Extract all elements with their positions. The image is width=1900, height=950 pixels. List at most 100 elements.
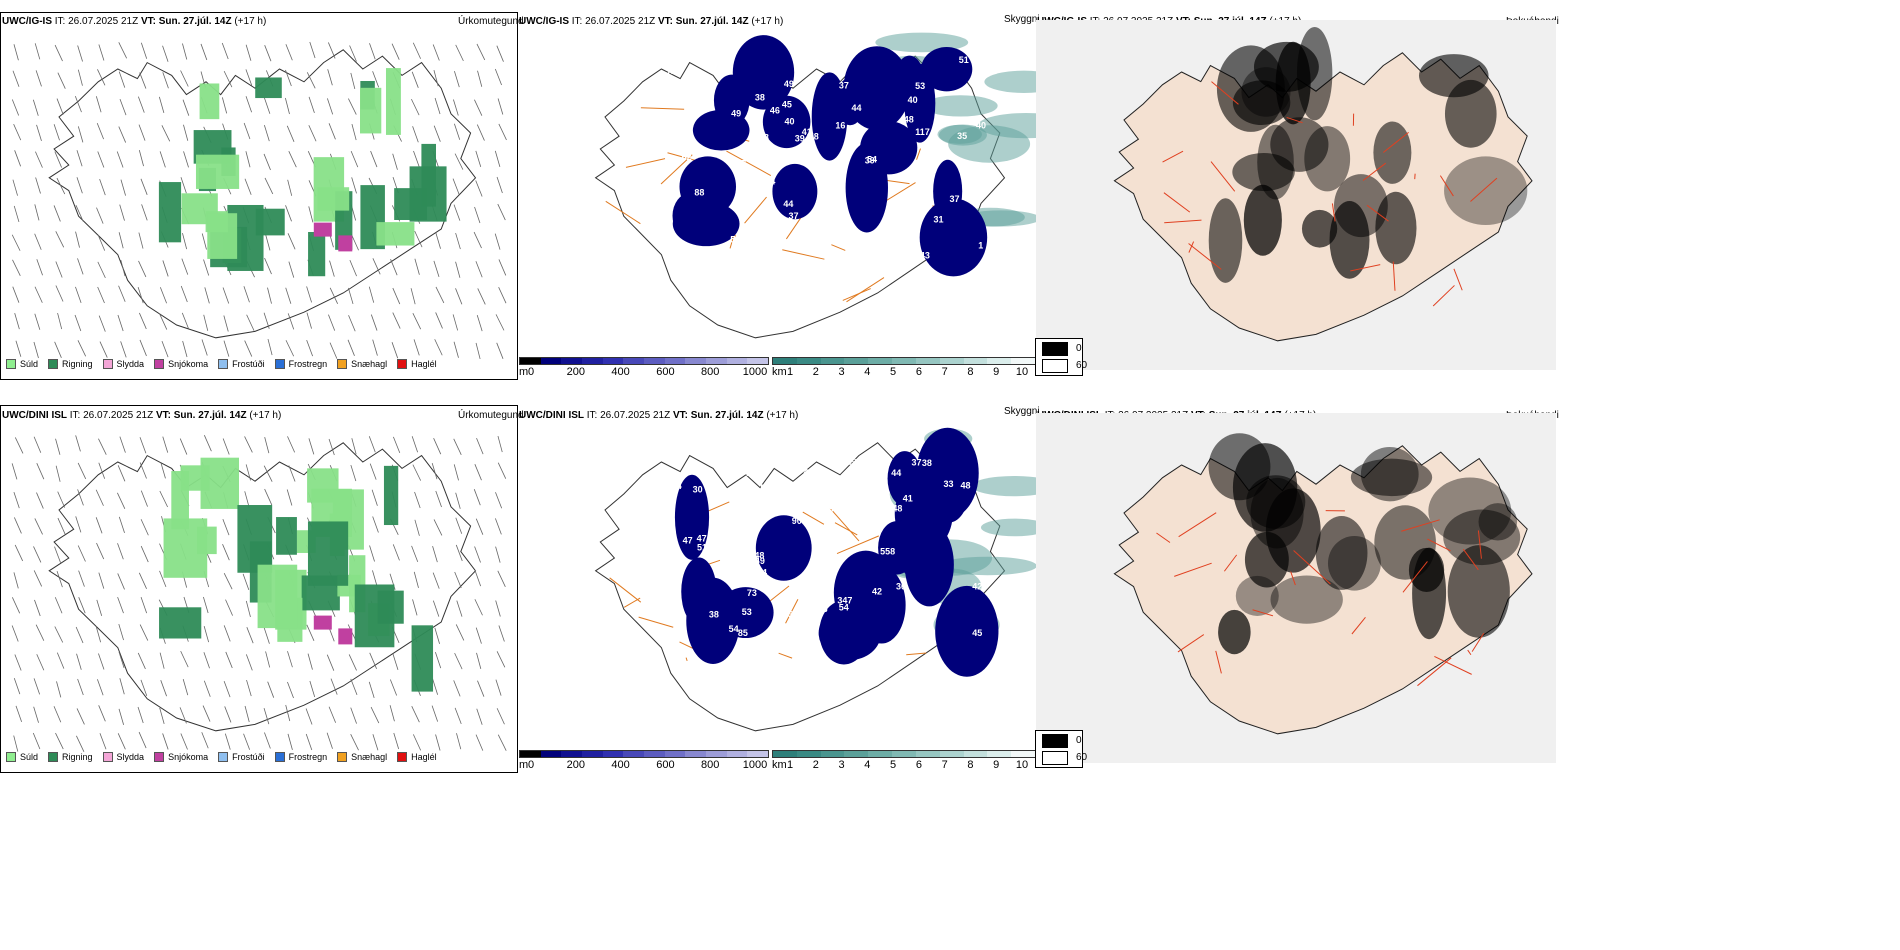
cloud-area bbox=[1444, 79, 1497, 148]
visibility-label: 40 bbox=[651, 560, 661, 570]
road bbox=[729, 219, 739, 249]
cloud-area bbox=[1443, 509, 1521, 566]
colorbar-cell bbox=[987, 751, 1012, 757]
colorbar-unit: m bbox=[519, 759, 529, 771]
colorbar-tick: 8 bbox=[967, 759, 974, 771]
visibility-label: 44 bbox=[891, 468, 901, 478]
visibility-label: 53 bbox=[915, 81, 925, 91]
road bbox=[1178, 512, 1217, 538]
colorbar-cell bbox=[868, 751, 893, 757]
precip-legend-item: Haglél bbox=[397, 752, 437, 762]
cloud-area bbox=[1374, 505, 1436, 580]
road bbox=[685, 657, 688, 661]
iceland-outline bbox=[1113, 52, 1533, 342]
iceland-outline bbox=[594, 442, 1006, 732]
low-visibility-area bbox=[672, 193, 708, 239]
low-visibility-area bbox=[681, 557, 717, 626]
legend-swatch bbox=[102, 359, 113, 369]
road bbox=[660, 154, 693, 185]
road bbox=[623, 597, 641, 608]
legend-swatch bbox=[397, 359, 408, 369]
low-visibility-area bbox=[843, 46, 911, 131]
low-visibility-area bbox=[857, 566, 906, 644]
road bbox=[697, 211, 715, 245]
road bbox=[846, 575, 869, 603]
precip-legend-item: Frostregn bbox=[274, 752, 327, 762]
fog-area bbox=[937, 124, 983, 144]
visibility-label: 49 bbox=[847, 457, 857, 467]
visibility-label: 43 bbox=[920, 250, 930, 260]
road bbox=[1164, 219, 1202, 224]
road bbox=[1439, 175, 1454, 197]
visibility-label: 40 bbox=[976, 121, 986, 131]
iceland-outline bbox=[594, 49, 1006, 339]
visibility-label: 40 bbox=[908, 95, 918, 105]
row1-fog-it-label: IT: bbox=[1089, 16, 1101, 27]
colorbar-tick: 200 bbox=[566, 759, 585, 771]
row1-cloud-key-dark bbox=[1042, 342, 1068, 356]
cloud-area bbox=[1232, 443, 1298, 532]
colorbar-cell bbox=[987, 358, 1012, 364]
road bbox=[609, 577, 642, 603]
colorbar-cell bbox=[602, 358, 624, 364]
fog-area bbox=[971, 475, 1057, 497]
row1-lead: (+17 h) bbox=[234, 16, 267, 27]
visibility-label: 44 bbox=[783, 199, 793, 209]
row2-vt-label: VT: bbox=[155, 410, 171, 421]
fog-area bbox=[869, 55, 956, 91]
low-visibility-area bbox=[935, 585, 999, 677]
row1-it-value: 26.07.2025 21Z bbox=[68, 16, 139, 27]
low-visibility-area bbox=[811, 72, 848, 161]
visibility-label: 21 bbox=[697, 251, 707, 261]
legend-label: Snjókoma bbox=[168, 359, 209, 369]
road bbox=[1366, 204, 1389, 222]
row1-vis-lead: (+17 h) bbox=[751, 16, 784, 27]
colorbar-cell bbox=[773, 751, 797, 757]
row1-vis-it-value: 26.07.2025 21Z bbox=[585, 16, 656, 27]
row1-vis-it-label: IT: bbox=[571, 16, 583, 27]
precip-legend-item: Snjókoma bbox=[154, 752, 208, 762]
colorbar-cell bbox=[644, 358, 665, 364]
colorbar-cell bbox=[820, 358, 845, 364]
colorbar-cell bbox=[1011, 358, 1035, 364]
visibility-label: 46 bbox=[770, 105, 780, 115]
low-visibility-area bbox=[679, 156, 737, 217]
row2-precip-legend: Súld Rigning Slydda Snjókoma Frostúði Frostre… bbox=[6, 752, 447, 762]
row2-fog-vt-value: Sun. 27.júl. 14Z bbox=[1208, 410, 1282, 421]
visibility-label: 85 bbox=[738, 628, 748, 638]
visibility-label: 34 bbox=[824, 490, 834, 500]
legend-swatch bbox=[6, 752, 16, 762]
cloud-area bbox=[1257, 124, 1294, 200]
low-visibility-area bbox=[860, 121, 918, 175]
low-visibility-area bbox=[819, 600, 869, 665]
road bbox=[1470, 177, 1498, 202]
cloud-area bbox=[1250, 477, 1304, 549]
cloud-area bbox=[1270, 117, 1329, 172]
colorbar-tick: 1 bbox=[786, 366, 794, 378]
row2-vis-it-label: IT: bbox=[586, 410, 598, 421]
visibility-label: 51 bbox=[697, 543, 707, 553]
row1-fog-vt-label: VT: bbox=[1175, 16, 1191, 27]
colorbar-tick: 3 bbox=[838, 366, 845, 378]
road bbox=[802, 511, 825, 525]
row2-fog-vt-label: VT: bbox=[1190, 410, 1206, 421]
legend-label: Snjókoma bbox=[168, 752, 209, 762]
row1-precip-legend: Súld Rigning Slydda Snjókoma Frostúði Frostre… bbox=[6, 359, 447, 369]
cloud-area bbox=[1350, 458, 1433, 497]
legend-swatch bbox=[397, 752, 408, 762]
low-visibility-area bbox=[933, 159, 963, 223]
road bbox=[1162, 150, 1184, 163]
low-visibility-area bbox=[672, 201, 740, 247]
low-visibility-area bbox=[894, 476, 953, 552]
road bbox=[1417, 657, 1452, 687]
cloud-area bbox=[1246, 475, 1306, 529]
row2-vis-vt-value: Sun. 27.júl. 14Z bbox=[690, 410, 764, 421]
visibility-label: 55 bbox=[940, 116, 950, 126]
colorbar-cell bbox=[540, 358, 562, 364]
visibility-label: 48 bbox=[823, 504, 833, 514]
road bbox=[1293, 550, 1331, 585]
visibility-label: 54 bbox=[839, 603, 849, 613]
row1-fog-header: UWC/IG-IS IT: 26.07.2025 21Z VT: Sun. 27… bbox=[1037, 16, 1301, 27]
row2-vis-header: UWC/DINI ISL IT: 26.07.2025 21Z VT: Sun.… bbox=[519, 410, 798, 421]
legend-label: Haglél bbox=[411, 752, 437, 762]
